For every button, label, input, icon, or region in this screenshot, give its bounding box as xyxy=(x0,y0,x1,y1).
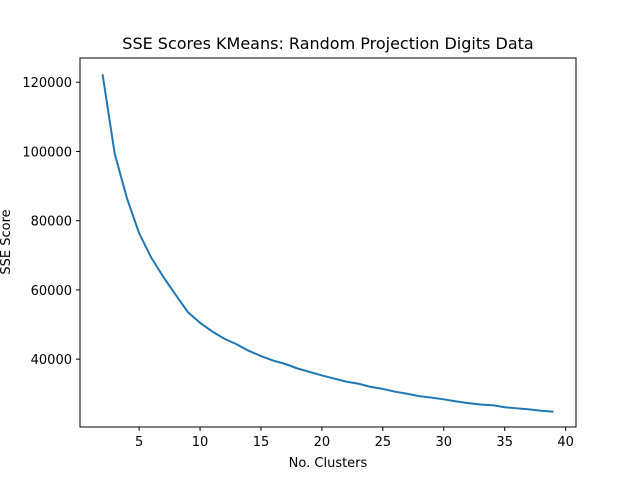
x-tick-label: 5 xyxy=(135,435,143,450)
y-axis: 40000 60000 80000 100000 120000 xyxy=(22,76,80,368)
sse-line xyxy=(101,74,554,413)
y-tick-label: 40000 xyxy=(31,353,72,368)
x-tick-label: 40 xyxy=(557,435,574,450)
x-axis: 5 10 15 20 25 30 35 40 xyxy=(135,427,574,450)
x-axis-label: No. Clusters xyxy=(289,456,368,471)
x-tick-label: 15 xyxy=(253,435,270,450)
x-tick-label: 25 xyxy=(375,435,392,450)
chart-title: SSE Scores KMeans: Random Projection Dig… xyxy=(122,34,533,53)
x-tick-label: 20 xyxy=(314,435,331,450)
y-tick-label: 60000 xyxy=(31,284,72,299)
y-tick-label: 100000 xyxy=(22,145,72,160)
y-axis-label: SSE Score xyxy=(0,209,14,274)
x-tick-label: 10 xyxy=(192,435,209,450)
plot-frame xyxy=(79,57,577,428)
y-tick-label: 120000 xyxy=(22,76,72,91)
y-tick-label: 80000 xyxy=(31,215,72,230)
x-tick-label: 30 xyxy=(436,435,453,450)
x-tick-label: 35 xyxy=(496,435,513,450)
